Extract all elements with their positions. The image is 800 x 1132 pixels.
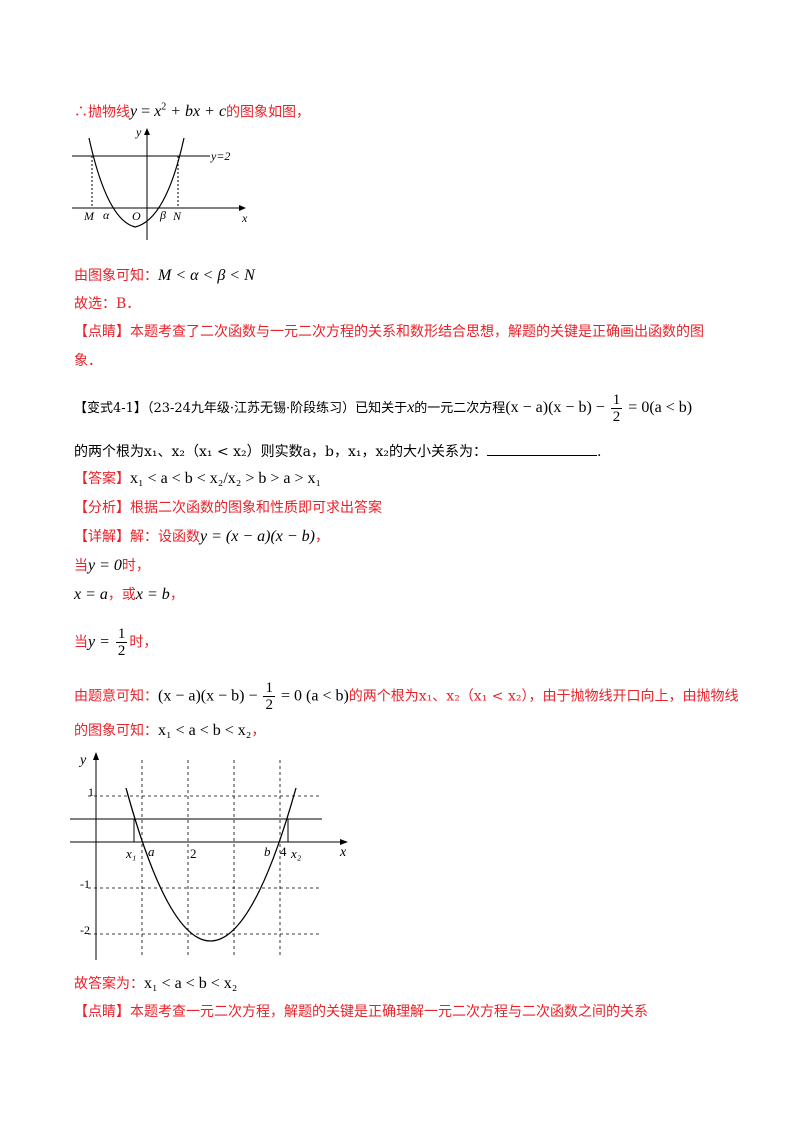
intro-suffix: 的图象如图， (226, 104, 311, 121)
detail-y-half: 当y = 1 2 时， (74, 626, 158, 659)
graph2-label-b: b (264, 844, 271, 859)
graph1-label-alpha: α (103, 208, 110, 222)
detail-y0: 当y = 0时， (74, 557, 150, 574)
graph-parabola-y2: y x y=2 M α O β N (72, 125, 248, 240)
intro-line: ∴抛物线y = x2 + bx + c的图象如图， (74, 98, 310, 122)
graph1-label-beta: β (159, 208, 166, 222)
question-line-2: 的两个根为x₁、x₂（x₁ < x₂）则实数a，b，x₁，x₂的大小关系为：. (74, 441, 601, 462)
parabola-formula: y = x2 + bx + c (130, 102, 227, 121)
choice-line: 故选：B． (74, 296, 141, 312)
comment-line: 【点睛】本题考查了二次函数与一元二次方程的关系和数形结合思想，解题的关键是正确画… (74, 324, 704, 340)
graph2-label-4: 4 (280, 844, 287, 859)
intro-prefix: ∴抛物线 (74, 104, 130, 121)
question-tag: 【变式4-1】 (74, 401, 147, 416)
graph1-label-N: N (172, 209, 182, 223)
comment-tag: 【点睛】 (74, 324, 130, 340)
final-answer-line: 故答案为：x₁ < a < b < x₂ (74, 975, 238, 992)
graph2-label-x1: x₁ (125, 846, 136, 861)
graph1-hline-label: y=2 (210, 149, 230, 163)
graph1-label-O: O (132, 209, 141, 223)
detail-conclusion: 的图象可知：x₁ < a < b < x₂， (74, 722, 266, 739)
detail-line: 【详解】解：设函数y = (x − a)(x − b)， (74, 528, 330, 545)
graph2-tick-neg1: -1 (80, 877, 90, 891)
conclusion-line: 由图象可知：M < α < β < N (74, 267, 255, 284)
graph2-tick-neg2: -2 (80, 923, 90, 937)
graph2-y-label: y (78, 753, 87, 768)
graph2-label-a: a (148, 844, 155, 859)
graph2-x-label: x (339, 845, 347, 860)
graph2-label-2: 2 (190, 846, 197, 861)
graph1-y-label: y (135, 125, 142, 139)
inequality: M < α < β < N (158, 267, 255, 284)
graph2-label-x2: x₂ (290, 846, 302, 861)
final-comment-line: 【点睛】本题考查一元二次方程，解题的关键是正确理解一元二次方程与二次函数之间的关… (74, 1004, 648, 1020)
graph1-label-M: M (83, 209, 95, 223)
graph2-tick-1: 1 (88, 785, 94, 799)
answer-blank[interactable] (487, 441, 597, 456)
comment-line-2: 象． (74, 353, 102, 369)
answer-line: 【答案】x₁ < a < b < x₂/x₂ > b > a > x₁ (74, 470, 322, 487)
detail-roots: x = a，或x = b， (74, 586, 184, 603)
graph1-x-label: x (241, 211, 248, 225)
question-line: 【变式4-1】（23-24九年级·江苏无锡·阶段练习）已知关于x的一元二次方程(… (74, 392, 693, 425)
analysis-line: 【分析】根据二次函数的图象和性质即可求出答案 (74, 500, 382, 516)
graph-parabola-roots: y x 1 -1 -2 x₁ a 2 b 4 x₂ (70, 752, 348, 960)
